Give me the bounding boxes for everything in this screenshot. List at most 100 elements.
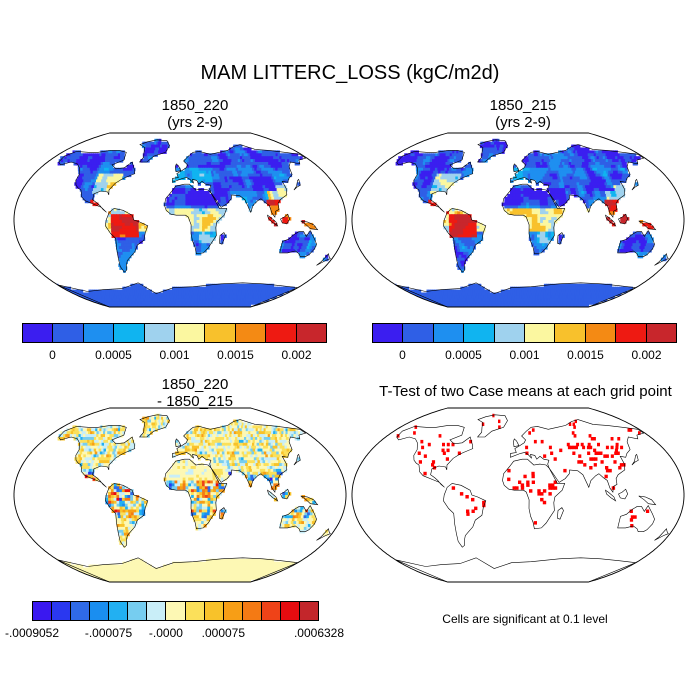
map-cell [521, 289, 524, 294]
map-cell [583, 164, 587, 169]
map-cell [542, 304, 545, 307]
map-cell [177, 196, 181, 201]
map-cell [482, 141, 485, 146]
map-cell [116, 292, 119, 296]
map-cell [178, 286, 181, 291]
map-cell [499, 141, 502, 146]
map-cell [113, 301, 116, 305]
map-cell [202, 295, 205, 299]
map-cell [609, 150, 613, 154]
map-cell [592, 167, 596, 172]
map-cell [233, 283, 237, 288]
map-cell [578, 301, 581, 305]
map-cell [204, 234, 208, 238]
map-cell [574, 289, 577, 294]
map-cell [213, 211, 217, 215]
map-cell [633, 240, 637, 244]
map-cell [460, 211, 464, 215]
map-cell [119, 211, 123, 215]
map-cell [278, 185, 282, 189]
map-cell [595, 185, 599, 189]
map-cell [90, 289, 93, 294]
map-cell [213, 153, 217, 157]
map-cell [544, 156, 548, 160]
map-cell [131, 304, 134, 307]
map-cell [119, 222, 123, 227]
map-cell [430, 182, 434, 186]
map-cell [263, 176, 267, 180]
map-cell [135, 220, 140, 224]
map-cell [200, 164, 204, 169]
map-cell [526, 193, 530, 198]
map-cell [438, 170, 442, 175]
map-cell [644, 251, 648, 256]
map-cell [552, 298, 555, 302]
map-cell [456, 292, 459, 296]
map-cell [115, 243, 119, 247]
map-cell [453, 173, 457, 178]
map-cell [548, 162, 552, 166]
map-cell [454, 231, 459, 236]
map-cell [144, 150, 147, 154]
map-cell [124, 257, 128, 262]
map-cell [594, 301, 597, 305]
map-cell [221, 156, 225, 160]
map-cell [121, 246, 125, 250]
map-cell [582, 199, 587, 204]
map-cell [87, 162, 90, 166]
map-cell [542, 240, 546, 244]
map-cell [253, 292, 256, 296]
map-cell [601, 196, 605, 201]
map-cell [225, 182, 229, 186]
map-cell [502, 147, 506, 151]
map-cell [444, 167, 448, 172]
map-cell [206, 240, 211, 244]
map-cell [601, 159, 605, 163]
map-cell [232, 289, 235, 294]
map-cell [603, 286, 607, 291]
map-cell [484, 304, 487, 307]
map-cell [212, 159, 215, 163]
map-cell [198, 167, 202, 172]
map-cell [241, 193, 245, 198]
map-cell [202, 304, 205, 307]
map-cell [91, 159, 95, 163]
map-cell [247, 289, 250, 294]
map-cell [193, 214, 198, 218]
map-cell [103, 179, 107, 183]
map-cell [446, 164, 449, 169]
map-cell [586, 202, 590, 207]
map-cell [528, 298, 531, 302]
map-cell [252, 150, 256, 154]
map-cell [583, 283, 587, 288]
map-cell [271, 153, 275, 157]
map-cell [534, 193, 538, 198]
map-cell [263, 283, 267, 288]
map-cell [465, 304, 468, 307]
map-cell [568, 182, 573, 186]
map-cell [563, 283, 567, 288]
map-cell [285, 289, 288, 294]
map-cell [566, 295, 569, 299]
map-cell [124, 260, 128, 265]
map-cell [456, 254, 460, 259]
map-cell [575, 156, 579, 160]
map-cell [462, 225, 467, 230]
map-cell [528, 191, 532, 195]
map-cell [481, 298, 484, 302]
map-cell [595, 295, 598, 299]
map-cell [124, 289, 128, 294]
map-cell [250, 164, 254, 169]
map-cell [514, 298, 517, 302]
map-cell [117, 298, 120, 302]
map-cell [625, 249, 629, 253]
map-cell [192, 301, 194, 305]
map-cell [550, 179, 554, 183]
map-cell [458, 156, 461, 160]
map-cell [246, 156, 249, 160]
map-cell [196, 243, 200, 247]
map-cell [547, 156, 550, 160]
map-cell [537, 217, 541, 221]
map-cell [588, 289, 592, 294]
map-cell [528, 185, 532, 189]
